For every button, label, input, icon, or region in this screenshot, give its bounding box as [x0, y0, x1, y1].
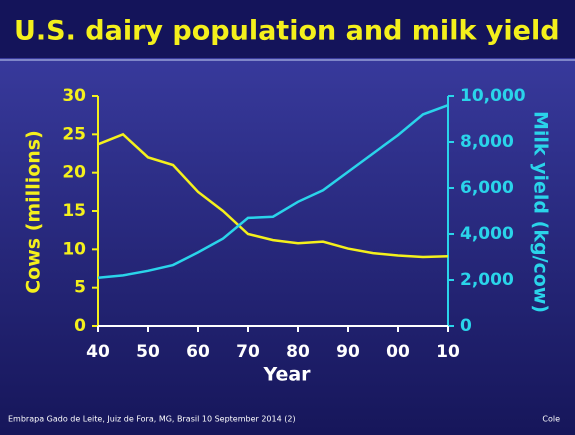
data-line [97, 132, 449, 259]
y2-tick-label: 10,000 [460, 86, 526, 106]
y-tick-label: 0 [74, 316, 86, 336]
x-tick-label: 40 [86, 342, 110, 362]
y2-tick-label: 8,000 [460, 132, 514, 152]
title-bar [0, 0, 575, 58]
y-tick-label: 20 [62, 163, 86, 183]
y2-tick-label: 2,000 [460, 270, 514, 290]
x-tick-label: 10 [436, 342, 460, 362]
x-tick-label: 80 [286, 342, 310, 362]
y-tick-label: 30 [62, 86, 86, 106]
y-tick-label: 25 [62, 124, 86, 144]
chart-title: U.S. dairy population and milk yield [14, 16, 560, 47]
footer-left: Embrapa Gado de Leite, Juiz de Fora, MG,… [8, 415, 296, 424]
data-line [97, 104, 449, 279]
y-axis-title: Cows (millions) [23, 130, 45, 294]
x-tick-label: 50 [136, 342, 160, 362]
x-tick-label: 60 [186, 342, 210, 362]
y2-axis-title: Milk yield (kg/cow) [530, 111, 552, 313]
footer-right: Cole [542, 415, 560, 424]
x-tick-label: 00 [386, 342, 410, 362]
x-tick-label: 70 [236, 342, 260, 362]
x-axis-title: Year [262, 364, 311, 386]
y2-tick-label: 4,000 [460, 224, 514, 244]
x-tick-label: 90 [336, 342, 360, 362]
y-tick-label: 15 [62, 201, 86, 221]
y-tick-label: 5 [74, 278, 86, 298]
y-tick-label: 10 [62, 239, 86, 259]
y2-tick-label: 0 [460, 316, 472, 336]
y2-tick-label: 6,000 [460, 178, 514, 198]
